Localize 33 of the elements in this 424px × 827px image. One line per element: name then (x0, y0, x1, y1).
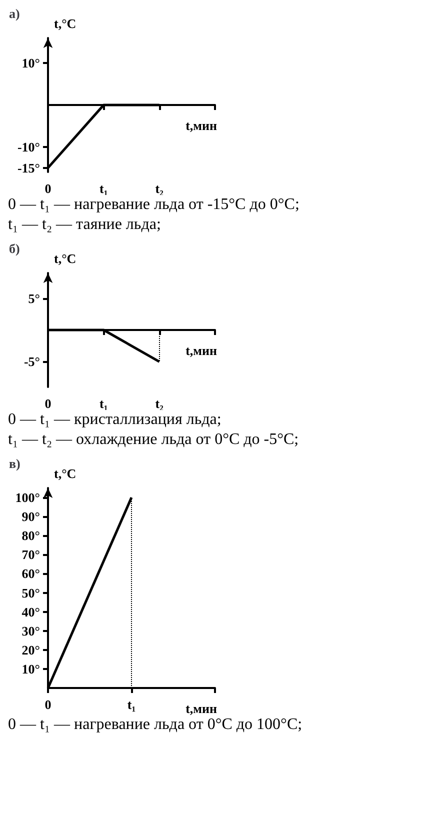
x-tick-label: 0 (44, 181, 52, 196)
x-tick-label: t₁ (127, 697, 136, 712)
x-axis-title: t,мин (186, 701, 218, 716)
x-axis-title: t,мин (186, 343, 218, 358)
y-tick-label: 90° (22, 509, 40, 524)
y-tick-label: -10° (17, 139, 40, 154)
chart-title: а) (9, 6, 20, 21)
y-axis-title: t,°C (54, 466, 76, 481)
y-tick-label: 40° (22, 604, 40, 620)
text: t₁ — t₂ — охлаждение льда от 0°C до -5°C; (8, 430, 300, 450)
chart-title: в) (9, 456, 20, 471)
y-tick-label: 50° (22, 585, 40, 600)
text: t₁ — t₂ — таяние льда; (8, 215, 162, 235)
x-axis-title: t,мин (186, 118, 218, 133)
y-tick-label: 20° (22, 642, 40, 658)
chart-title: б) (9, 241, 20, 256)
y-tick-label: -15° (17, 160, 40, 176)
y-tick-label: 60° (22, 566, 40, 582)
y-tick-label: 10° (22, 56, 40, 71)
y-axis-title: t,°C (54, 251, 76, 266)
y-tick-label: 80° (22, 528, 40, 544)
text: 0 — t₁ — нагревание льда от 0°C до 100°C; (8, 715, 304, 735)
y-tick-label: 70° (22, 547, 40, 562)
y-tick-label: 100° (15, 490, 40, 506)
y-tick-label: -5° (24, 354, 40, 370)
y-tick-label: 10° (22, 661, 40, 676)
x-tick-label: 0 (44, 396, 52, 411)
x-tick-label: 0 (44, 697, 52, 712)
text: 0 — t₁ — нагревание льда от -15°C до 0°C; (8, 195, 300, 215)
y-tick-label: 30° (22, 623, 40, 638)
y-axis-title: t,°C (54, 16, 76, 31)
y-tick-label: 5° (28, 290, 40, 306)
text: 0 — t₁ — кристаллизация льда; (8, 410, 222, 430)
